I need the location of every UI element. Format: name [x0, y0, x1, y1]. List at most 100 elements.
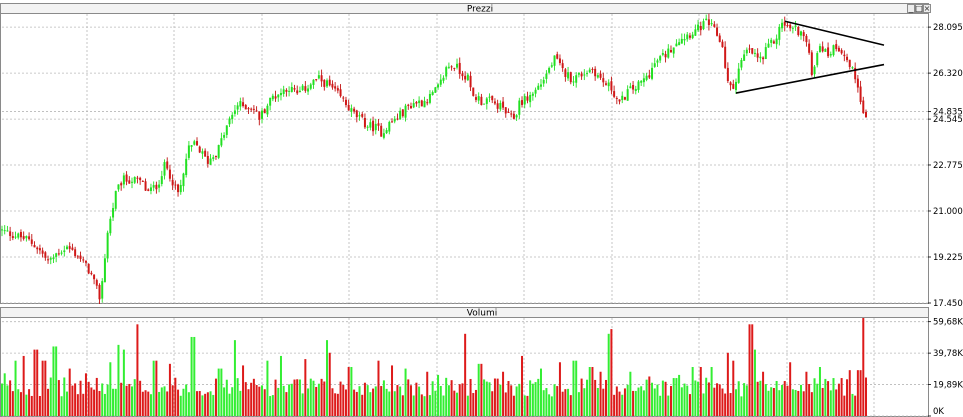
- candle-body: [193, 141, 196, 145]
- candle-body: [621, 95, 624, 101]
- candle-body: [474, 97, 477, 100]
- volume-bar: [366, 385, 369, 416]
- candle-body: [580, 73, 583, 77]
- candle-body: [317, 75, 320, 79]
- candle-body: [632, 84, 635, 90]
- candle-body: [418, 100, 421, 104]
- candle-body: [19, 232, 22, 238]
- volume-bar: [577, 392, 580, 416]
- restore-icon: □: [915, 4, 923, 13]
- volume-bar: [434, 390, 437, 416]
- volume-bar: [177, 389, 180, 416]
- volume-bar: [163, 386, 166, 416]
- volume-bar: [797, 390, 800, 416]
- candle-body: [515, 115, 518, 118]
- volume-bar: [840, 378, 843, 416]
- candle-body: [743, 54, 746, 61]
- volume-bar: [707, 382, 710, 416]
- volume-bar: [464, 333, 467, 416]
- volume-bar: [743, 383, 746, 416]
- volume-bar: [263, 389, 266, 416]
- candle-body: [122, 175, 125, 185]
- candle-body: [214, 156, 217, 158]
- volume-bar: [9, 380, 12, 416]
- volume-bar: [423, 396, 426, 416]
- candle-body: [155, 184, 158, 190]
- volume-bar: [147, 391, 150, 416]
- volume-bar: [607, 333, 610, 416]
- volume-tick-label: 39,78K: [933, 349, 963, 359]
- volume-bar: [393, 391, 396, 416]
- volume-bar: [358, 386, 361, 416]
- candle-body: [512, 113, 515, 119]
- candle-body: [242, 102, 245, 107]
- candle-body: [431, 92, 434, 96]
- volume-bar: [160, 387, 163, 416]
- candle-body: [599, 73, 602, 78]
- volume-bar: [859, 370, 862, 416]
- volume-axis: 59,68K 39,78K 19,89K 0K: [928, 318, 963, 417]
- candle-body: [76, 256, 79, 258]
- candle-body: [95, 280, 98, 286]
- trendline: [735, 63, 885, 94]
- close-button[interactable]: ×: [923, 4, 931, 13]
- candle-body: [147, 189, 150, 191]
- candle-body: [182, 173, 185, 187]
- candle-body: [567, 72, 570, 79]
- candle-body: [293, 88, 296, 90]
- candle-body: [456, 63, 459, 68]
- candle-body: [705, 18, 708, 21]
- candle-body: [415, 102, 418, 104]
- candle-body: [404, 105, 407, 118]
- candle-body: [846, 56, 849, 61]
- volume-bar: [753, 349, 756, 416]
- candle-body: [669, 50, 672, 53]
- candle-body: [179, 184, 182, 193]
- candle-body: [55, 253, 58, 257]
- candle-body: [816, 53, 819, 66]
- candle-body: [529, 94, 532, 103]
- candle-body: [851, 67, 854, 69]
- candle-body: [818, 46, 821, 53]
- candle-body: [168, 169, 171, 179]
- candle-body: [848, 59, 851, 67]
- volume-bar: [854, 395, 857, 416]
- volume-bar: [539, 368, 542, 416]
- candle-body: [648, 75, 651, 78]
- restore-button[interactable]: □: [915, 4, 923, 13]
- candle-body: [799, 31, 802, 36]
- candle-body: [767, 43, 770, 48]
- volume-bar: [79, 380, 82, 416]
- candle-body: [691, 34, 694, 39]
- candle-body: [640, 80, 643, 83]
- candle-body: [277, 94, 280, 98]
- candle-body: [374, 123, 377, 131]
- volume-bar: [813, 378, 816, 416]
- candle-body: [521, 100, 524, 105]
- candle-body: [510, 113, 513, 115]
- volume-bar: [125, 385, 128, 416]
- candle-body: [1, 229, 3, 231]
- minimize-button[interactable]: _: [907, 4, 915, 13]
- candle-body: [369, 122, 372, 128]
- volume-bar: [350, 367, 353, 416]
- volume-bar: [710, 367, 713, 416]
- volume-bar: [851, 393, 854, 416]
- volume-bar: [802, 391, 805, 416]
- candle-body: [618, 99, 621, 102]
- candle-body: [47, 259, 50, 261]
- candle-body: [721, 41, 724, 48]
- volume-bar: [675, 378, 678, 416]
- candle-body: [591, 68, 594, 70]
- candle-body: [653, 63, 656, 67]
- candle-body: [531, 93, 534, 96]
- volume-bar: [510, 385, 513, 416]
- candle-body: [301, 85, 304, 90]
- candle-body: [865, 111, 867, 118]
- candle-body: [396, 118, 399, 120]
- candle-body: [158, 184, 161, 188]
- candle-body: [141, 180, 144, 182]
- volume-bar: [269, 396, 272, 416]
- candle-body: [144, 181, 147, 191]
- candle-body: [583, 74, 586, 76]
